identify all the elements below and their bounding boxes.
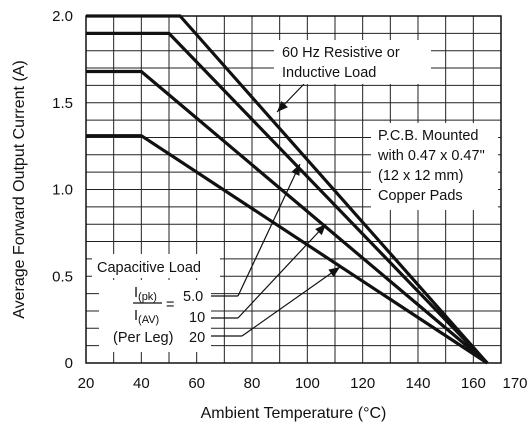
resistive-load-arrow-arrowhead (277, 100, 288, 112)
x-tick-label: 140 (405, 375, 430, 392)
ratio-denominator: I(AV) (134, 308, 159, 326)
leader-5-0-arrow (237, 163, 301, 297)
series-line-2 (86, 31, 489, 365)
annotation-background (99, 280, 211, 352)
annotations: 60 Hz Resistive or Inductive Load P.C.B. M… (92, 40, 498, 352)
series-line-1 (86, 14, 489, 365)
pcb-label-line3: (12 x 12 mm) (378, 168, 463, 184)
leader-5-0-arrow-arrowhead (291, 164, 300, 176)
ratio-value-5-0: 5.0 (183, 289, 203, 305)
ratio-equals-sign: = (166, 297, 174, 313)
x-tick-label-end: 170 (502, 375, 527, 392)
per-leg-label: (Per Leg) (113, 330, 173, 346)
tick-labels: 20 40 60 80 100 120 140 160 170 0 0.5 1.0 1.5 2.0 (52, 8, 527, 392)
annotation-background (92, 254, 220, 278)
capacitive-load-label: Capacitive Load (97, 260, 201, 276)
y-axis-title: Average Forward Output Current (A) (11, 60, 28, 318)
annotation-leaders (211, 83, 341, 337)
series-line-4 (86, 134, 489, 365)
series-line-3 (86, 69, 489, 365)
ratio-value-20: 20 (189, 330, 205, 346)
x-tick-label: 60 (188, 375, 205, 392)
y-tick-label: 0 (65, 355, 73, 372)
leader-20-arrow-arrowhead (328, 267, 340, 278)
leader-20-arrow (241, 266, 341, 337)
leader-10-arrow (237, 223, 327, 319)
y-tick-label: 1.0 (52, 182, 73, 199)
annotation-background (274, 40, 431, 84)
x-axis-title: Ambient Temperature (°C) (201, 405, 387, 422)
y-tick-label: 1.5 (52, 95, 73, 112)
x-tick-label: 40 (133, 375, 150, 392)
pcb-label-line4: Copper Pads (378, 188, 463, 204)
plot-frame (85, 15, 502, 364)
series-group (86, 14, 489, 365)
x-tick-label: 100 (295, 375, 320, 392)
resistive-load-label-line2: Inductive Load (282, 65, 376, 81)
annotation-background (371, 123, 498, 210)
x-tick-label: 160 (461, 375, 486, 392)
x-tick-label: 80 (244, 375, 261, 392)
y-tick-label: 0.5 (52, 268, 73, 285)
y-tick-label: 2.0 (52, 8, 73, 25)
pcb-label-line1: P.C.B. Mounted (378, 128, 479, 144)
x-tick-label: 120 (350, 375, 375, 392)
ratio-value-10: 10 (189, 310, 205, 326)
ratio-numerator: I(pk) (134, 285, 157, 303)
pcb-label-line2: with 0.47 x 0.47" (377, 148, 485, 164)
resistive-load-label-line1: 60 Hz Resistive or (282, 45, 400, 61)
leader-10-arrow-arrowhead (315, 224, 326, 236)
x-tick-label: 20 (78, 375, 95, 392)
